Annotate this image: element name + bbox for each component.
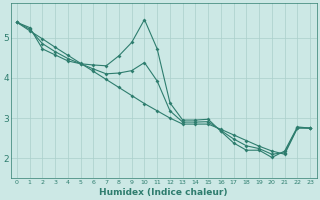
X-axis label: Humidex (Indice chaleur): Humidex (Indice chaleur) [99,188,228,197]
